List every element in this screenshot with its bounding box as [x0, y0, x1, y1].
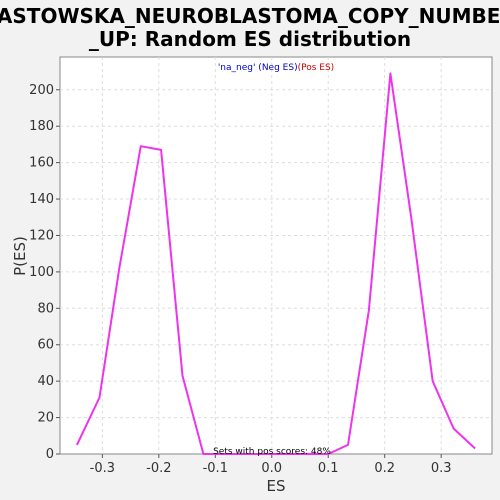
x-tick-label: -0.1	[203, 461, 228, 476]
y-tick-label: 120	[29, 228, 54, 243]
y-tick-label: 0	[46, 447, 54, 462]
chart-title-line-2: _UP: Random ES distribution	[89, 27, 411, 51]
y-tick-label: 20	[37, 411, 54, 426]
es-distribution-line	[75, 72, 476, 455]
x-tick-label: 0.2	[374, 461, 395, 476]
x-axis-label: ES	[267, 477, 286, 495]
x-tick-label: 0.3	[431, 461, 452, 476]
chart-title-line-1: LASTOWSKA_NEUROBLASTOMA_COPY_NUMBER	[0, 4, 500, 28]
y-tick-label: 100	[29, 265, 54, 280]
series-layer	[75, 72, 476, 455]
y-tick-label: 180	[29, 119, 54, 134]
y-tick-label: 60	[37, 338, 54, 353]
y-tick-label: 140	[29, 192, 54, 207]
axes: 0 20 40 60 80 100 120 140 160 180 200 -0.3 -0.2 -0.1 0…	[29, 83, 451, 476]
legend: 'na_neg' (Neg ES)(Pos ES)	[218, 63, 334, 73]
x-tick-label: -0.2	[146, 461, 171, 476]
grid-lines	[60, 57, 492, 454]
x-tick-label: 0.1	[318, 461, 339, 476]
legend-neg-es: 'na_neg' (Neg ES)	[218, 63, 298, 73]
plot-area	[59, 56, 493, 455]
y-tick-label: 40	[37, 374, 54, 389]
x-tick-label: 0.0	[261, 461, 282, 476]
legend-pos-es: (Pos ES)	[298, 63, 335, 73]
y-tick-label: 200	[29, 83, 54, 98]
y-tick-label: 160	[29, 156, 54, 171]
x-tick-label: -0.3	[90, 461, 115, 476]
y-tick-label: 80	[37, 301, 54, 316]
pos-scores-annotation: Sets with pos scores: 48%	[213, 447, 331, 457]
y-axis-label: P(ES)	[11, 236, 29, 276]
